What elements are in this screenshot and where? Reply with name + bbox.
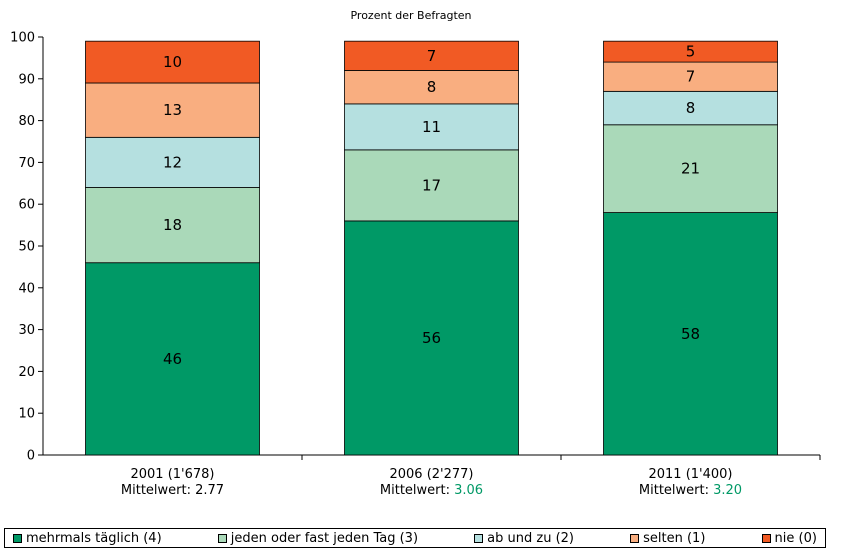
y-tick-label: 30 — [18, 323, 35, 338]
mean-label: Mittelwert: 3.20 — [639, 483, 742, 498]
bar-segment — [344, 149, 519, 222]
data-label: 7 — [427, 47, 437, 65]
y-tick-label: 80 — [18, 114, 35, 129]
category-label: 2006 (2'277) — [389, 467, 473, 482]
legend-label: mehrmals täglich (4) — [26, 530, 162, 546]
x-axis-labels: 2001 (1'678)Mittelwert: 2.77 2006 (2'277)… — [121, 455, 821, 498]
chart: Prozent der Befragten 0 10 20 30 40 50 60 70 80 9… — [10, 9, 821, 498]
y-tick-label: 70 — [18, 156, 35, 171]
legend-item: mehrmals täglich (4) — [13, 531, 162, 546]
legend-item: selten (1) — [630, 531, 705, 546]
y-tick-label: 40 — [18, 281, 35, 296]
legend-label: ab und zu (2) — [487, 530, 574, 546]
bar-segment — [603, 61, 778, 92]
legend-item: nie (0) — [761, 530, 817, 546]
data-label: 46 — [163, 350, 182, 368]
legend-swatch — [217, 533, 227, 543]
y-tick-label: 60 — [18, 198, 35, 213]
data-label: 21 — [681, 160, 700, 178]
bar-segment — [344, 40, 519, 71]
legend-item: jeden oder fast jeden Tag (3) — [217, 530, 419, 546]
bar-segment — [85, 136, 260, 188]
y-tick-label: 10 — [18, 407, 35, 422]
y-tick-label: 90 — [18, 72, 35, 87]
legend-swatch — [474, 533, 484, 543]
data-label: 8 — [427, 78, 437, 96]
data-label: 5 — [686, 43, 696, 61]
data-label: 8 — [686, 99, 696, 117]
data-label: 18 — [163, 216, 182, 234]
data-label: 17 — [422, 176, 441, 194]
mean-label: Mittelwert: 3.06 — [380, 483, 483, 498]
data-label: 56 — [422, 329, 441, 347]
data-label: 13 — [163, 101, 182, 119]
y-tick-label: 0 — [27, 449, 35, 464]
bar-segment — [344, 70, 519, 105]
legend-item: ab und zu (2) — [474, 531, 574, 546]
legend-label: selten (1) — [643, 530, 706, 546]
data-label: 12 — [163, 153, 182, 171]
legend-swatch — [13, 533, 22, 543]
y-tick-label: 20 — [18, 365, 35, 380]
bar-segment — [85, 262, 260, 456]
bar-segment — [603, 124, 778, 213]
data-label: 58 — [681, 325, 700, 343]
bar-stacks: 46 18 12 13 10 56 17 11 8 7 58 21 8 7 5 — [85, 40, 778, 456]
bar-segment — [603, 212, 778, 456]
bar-segment — [603, 40, 778, 63]
bar-segment — [344, 220, 519, 456]
legend-swatch — [761, 533, 771, 543]
bar-segment — [85, 187, 260, 264]
data-label: 11 — [422, 118, 441, 136]
bar-segment — [344, 103, 519, 151]
data-label: 7 — [686, 68, 696, 86]
y-tick-label: 100 — [10, 31, 35, 46]
legend-swatch — [630, 533, 640, 543]
y-tick-label: 50 — [18, 240, 35, 255]
category-label: 2001 (1'678) — [130, 467, 214, 482]
legend: mehrmals täglich (4) jeden oder fast jede… — [4, 528, 826, 548]
category-label: 2011 (1'400) — [648, 467, 732, 482]
bar-segment — [603, 90, 778, 126]
legend-label: nie (0) — [774, 530, 817, 546]
mean-label: Mittelwert: 2.77 — [121, 483, 224, 498]
chart-title: Prozent der Befragten — [350, 9, 471, 22]
legend-label: jeden oder fast jeden Tag (3) — [230, 530, 419, 546]
bar-segment — [85, 40, 260, 84]
data-label: 10 — [163, 53, 182, 71]
